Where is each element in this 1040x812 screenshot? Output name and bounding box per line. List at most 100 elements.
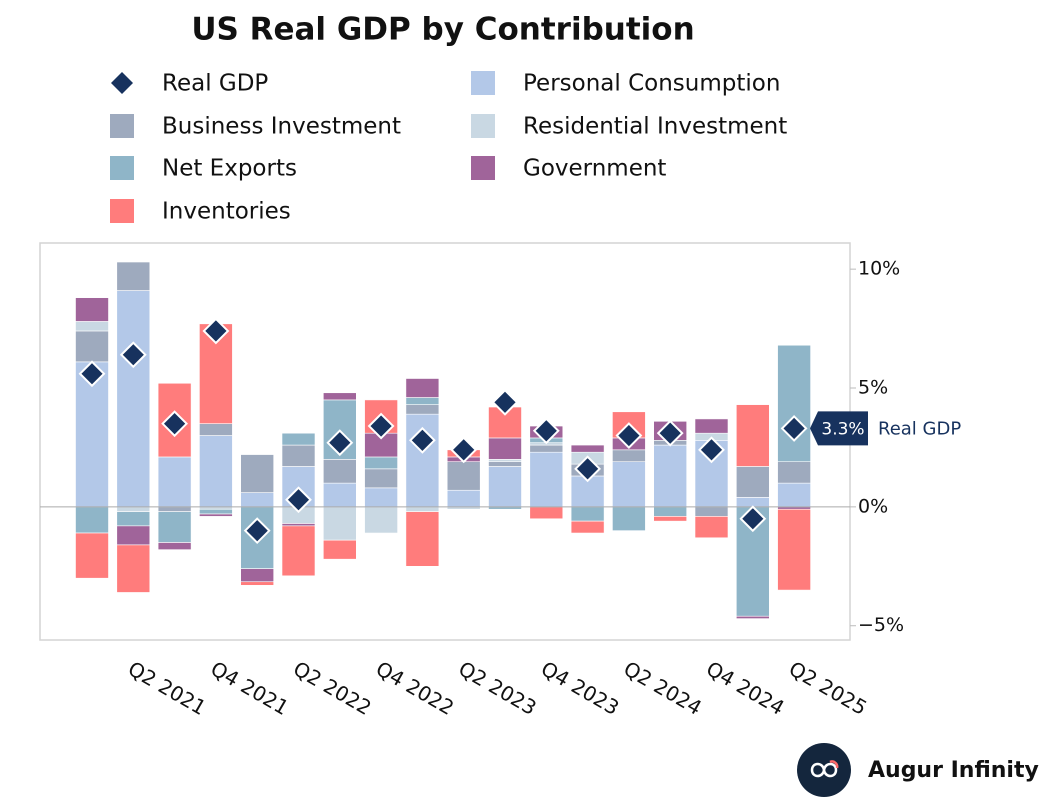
gdp-marker <box>326 429 354 457</box>
bar-segment <box>116 261 151 291</box>
bar-segment <box>735 615 770 619</box>
bar-segment <box>157 542 192 550</box>
bar-segment <box>777 482 811 508</box>
bar-segment <box>157 511 192 543</box>
bar-segment <box>405 506 440 512</box>
brand-logo <box>797 743 851 797</box>
bar-segment <box>75 506 109 534</box>
bar-segment <box>240 581 274 586</box>
bar-segment <box>653 444 688 508</box>
gdp-marker <box>532 417 560 445</box>
gdp-marker <box>574 455 602 483</box>
legend-label: Inventories <box>162 199 291 225</box>
legend-label: Government <box>523 156 666 182</box>
end-label-value: 3.3% <box>821 419 864 439</box>
y-tick-label: 10% <box>858 258 900 280</box>
bar-segment <box>446 461 481 491</box>
gdp-marker <box>78 360 106 388</box>
bar-segment <box>405 378 440 398</box>
bar-segment <box>529 451 564 508</box>
legend-marker <box>471 114 495 138</box>
legend-marker <box>110 156 134 180</box>
gdp-marker <box>285 486 312 514</box>
bar-segment <box>446 489 481 508</box>
legend-marker <box>471 156 495 180</box>
x-tick-label: Q2 2023 <box>454 656 540 720</box>
bar-segment <box>612 506 646 531</box>
bar-segment <box>612 449 646 463</box>
bar-segment <box>570 506 605 522</box>
bar-segment <box>488 461 522 467</box>
gdp-marker <box>698 436 725 464</box>
gdp-marker <box>450 436 478 464</box>
legend-marker <box>110 114 134 138</box>
bar-segment <box>281 523 316 527</box>
bar-segment <box>157 456 192 508</box>
legend-marker <box>110 199 134 223</box>
x-tick-label: Q4 2024 <box>702 656 788 720</box>
x-tick-label: Q2 2025 <box>785 656 871 720</box>
legend-marker <box>471 71 495 95</box>
bar-segment <box>364 506 398 534</box>
bar-segment <box>199 435 233 508</box>
bar-segment <box>116 525 151 546</box>
bar-segment <box>694 418 729 434</box>
bar-segment <box>75 532 109 579</box>
bar-segment <box>322 539 357 560</box>
chart-title: US Real GDP by Contribution <box>191 12 694 48</box>
bar-segment <box>281 432 316 446</box>
bar-segment <box>735 466 770 498</box>
bar-segment <box>240 492 274 508</box>
bar-segment <box>116 290 151 508</box>
bar-segment <box>364 487 398 508</box>
bar-segment <box>281 525 316 577</box>
gdp-marker <box>491 388 519 416</box>
gdp-marker <box>202 317 230 345</box>
legend-label: Net Exports <box>162 156 297 182</box>
bar-segment <box>405 397 440 405</box>
gdp-marker <box>408 426 436 454</box>
bar-segment <box>694 516 729 539</box>
gdp-marker <box>739 505 767 533</box>
gdp-marker <box>656 419 684 447</box>
bar-segment <box>488 459 522 463</box>
end-label-name: Real GDP <box>878 418 961 439</box>
bar-segment <box>116 511 151 527</box>
gdp-marker <box>780 415 808 442</box>
bar-segment <box>116 506 151 512</box>
bar-segment <box>322 482 357 508</box>
bar-segment <box>777 344 811 463</box>
x-tick-label: Q4 2023 <box>537 656 623 720</box>
legend-marker <box>111 72 133 94</box>
bar-segment <box>364 456 398 470</box>
bar-segment <box>75 297 109 322</box>
bar-segment <box>281 444 316 467</box>
y-tick-label: −5% <box>858 614 904 636</box>
bar-segment <box>322 506 357 541</box>
bar-segment <box>529 444 564 453</box>
x-tick-label: Q2 2021 <box>124 656 210 720</box>
y-tick-label: 5% <box>858 377 888 399</box>
bar-segment <box>612 461 646 508</box>
bar-segment <box>199 508 233 515</box>
bar-segment <box>653 506 688 517</box>
gdp-marker <box>615 422 643 449</box>
bar-segment <box>75 330 109 363</box>
bar-segment <box>75 321 109 332</box>
bar-segment <box>570 444 605 453</box>
x-tick-label: Q4 2021 <box>207 656 293 720</box>
bar-segment <box>694 506 729 517</box>
x-tick-label: Q4 2022 <box>372 656 458 720</box>
gdp-marker <box>161 410 189 438</box>
bar-segment <box>570 520 605 534</box>
bar-segment <box>488 466 522 508</box>
legend-label: Personal Consumption <box>523 71 780 97</box>
bar-segment <box>364 468 398 489</box>
bar-segment <box>488 437 522 460</box>
bar-segment <box>653 516 688 522</box>
bar-segment <box>199 513 233 517</box>
brand-name: Augur Infinity <box>868 758 1039 783</box>
y-tick-label: 0% <box>858 495 888 517</box>
